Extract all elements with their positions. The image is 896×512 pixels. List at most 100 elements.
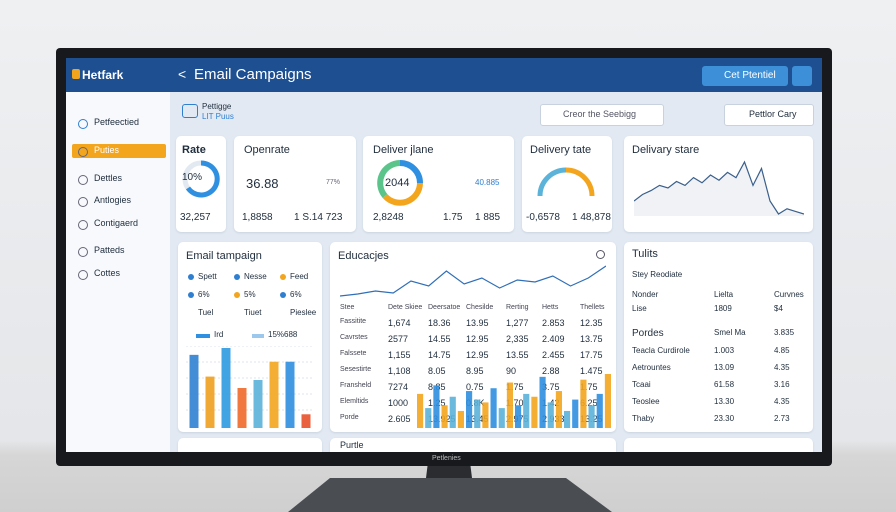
bar (490, 388, 497, 428)
panel-subtitle: Stey Reodiate (632, 270, 683, 279)
column-header: Rerting (506, 304, 529, 311)
table-cell: 12.95 (466, 350, 489, 360)
bar (555, 391, 562, 428)
brand-icon (72, 69, 80, 79)
row-label: Cavrstes (340, 334, 368, 341)
gauge (182, 160, 220, 198)
table-cell: 8.95 (466, 366, 484, 376)
nav-item[interactable]: Dettles (94, 173, 123, 183)
dropdown[interactable]: Pettlor Cary (724, 104, 814, 126)
bar (515, 405, 522, 428)
card-stat: 1 S.14 723 (294, 212, 343, 223)
half-gauge (537, 167, 595, 197)
table-cell: 1,277 (506, 318, 529, 328)
nav-item[interactable]: Antlogies (94, 195, 132, 205)
table-cell: 6.25 (580, 398, 598, 408)
card: Delivery tate -0,6578 1 48,878 (522, 136, 612, 232)
table-cell: 3.835 (774, 328, 795, 337)
panel: Tulits Stey Reodiate Nonder Lielta Curvnes Li… (624, 242, 813, 432)
card-title: Openrate (244, 144, 290, 156)
search-box[interactable]: Creor the Seebigg (540, 104, 664, 126)
table-cell: 90 (506, 366, 517, 376)
table-cell: 1,674 (388, 318, 411, 328)
table-cell: 1809 (714, 304, 732, 313)
gauge-label: 10% (182, 172, 203, 183)
column-header: Stee (340, 304, 355, 311)
nav-item[interactable]: Petfeectied (94, 117, 140, 127)
card-stat: 2,8248 (373, 212, 404, 223)
search-placeholder[interactable]: Creor the Seebigg (563, 109, 637, 119)
bar (580, 379, 587, 428)
stand-label: Petlenies (432, 455, 461, 462)
brand: Hetfark (82, 68, 124, 82)
table-cell: 13.55 (506, 350, 529, 360)
bar (285, 361, 295, 428)
donut-segment (399, 160, 423, 184)
nav-item[interactable]: Patteds (94, 245, 125, 255)
menu-button[interactable] (792, 66, 812, 86)
panel (178, 438, 322, 452)
column-header: Hetts (542, 304, 559, 311)
table-cell: 12.35 (580, 318, 603, 328)
gauge-arc (565, 167, 595, 197)
card: Openrate 36.88 77% 1,8858 1 S.14 723 (234, 136, 356, 232)
card-change: 40.885 (475, 178, 500, 187)
bar (205, 376, 215, 428)
bar-chart (417, 374, 611, 428)
bar-label: 15%688 (268, 330, 298, 339)
table-cell: 2.409 (542, 334, 565, 344)
stand-base (288, 478, 612, 512)
bar (539, 376, 546, 428)
table-cell: 2577 (388, 334, 409, 344)
card-title: Rate (182, 144, 206, 156)
donut (377, 160, 423, 206)
table-cell: 7274 (388, 382, 409, 392)
gauge-arc (537, 167, 567, 197)
nav-item[interactable]: Puties (94, 145, 120, 155)
table-cell: 1.75 (580, 382, 598, 392)
table-cell: Smel Ma (714, 328, 746, 337)
nav-icon (78, 119, 88, 129)
nav-icon (78, 197, 88, 207)
card-stat: 1.75 (443, 212, 463, 223)
row-label: Sesestirte (340, 366, 372, 373)
button-label[interactable]: Cet Ptentiel (724, 70, 776, 81)
dropdown-label[interactable]: Pettlor Cary (749, 109, 797, 119)
bar (547, 402, 554, 428)
table-cell: 13.75 (580, 334, 603, 344)
line (634, 160, 804, 215)
search-icon (596, 250, 605, 259)
row-label: Falssete (340, 350, 367, 357)
bar (433, 385, 440, 428)
legend-dot (234, 310, 240, 316)
nav-icon (78, 175, 88, 185)
screen: Hetfark < Email Campaigns Cet Ptentiel Petfe… (66, 58, 822, 452)
table-cell: 13.30 (714, 397, 735, 406)
card: Rate 10% 32,257 (176, 136, 226, 232)
action-button[interactable]: Cet Ptentiel (702, 66, 788, 86)
table-cell: 13.09 (714, 363, 735, 372)
table-cell: 61.58 (714, 380, 735, 389)
legend-item: Tuel (198, 308, 214, 317)
table-cell: 18.36 (428, 318, 451, 328)
table-cell: Teacla Curdirole (632, 346, 690, 355)
table-cell: 17.75 (580, 350, 603, 360)
table-cell: 1,108 (388, 366, 411, 376)
nav-icon (78, 270, 88, 280)
nav-item[interactable]: Contigaerd (94, 218, 139, 228)
legend-dot (280, 310, 286, 316)
nav-item[interactable]: Cottes (94, 268, 121, 278)
panel (330, 438, 616, 452)
table-cell: Tcaai (632, 380, 651, 389)
legend-dot (280, 292, 286, 298)
legend-item: 6% (198, 290, 210, 299)
back-button[interactable]: < (178, 66, 187, 82)
stand-neck (426, 462, 472, 478)
donut-segment (382, 182, 423, 206)
column-header: Thellets (580, 304, 605, 311)
table-cell: 3.16 (774, 380, 790, 389)
bar (269, 361, 279, 428)
table-cell: Lise (632, 304, 647, 313)
bar (523, 393, 530, 428)
